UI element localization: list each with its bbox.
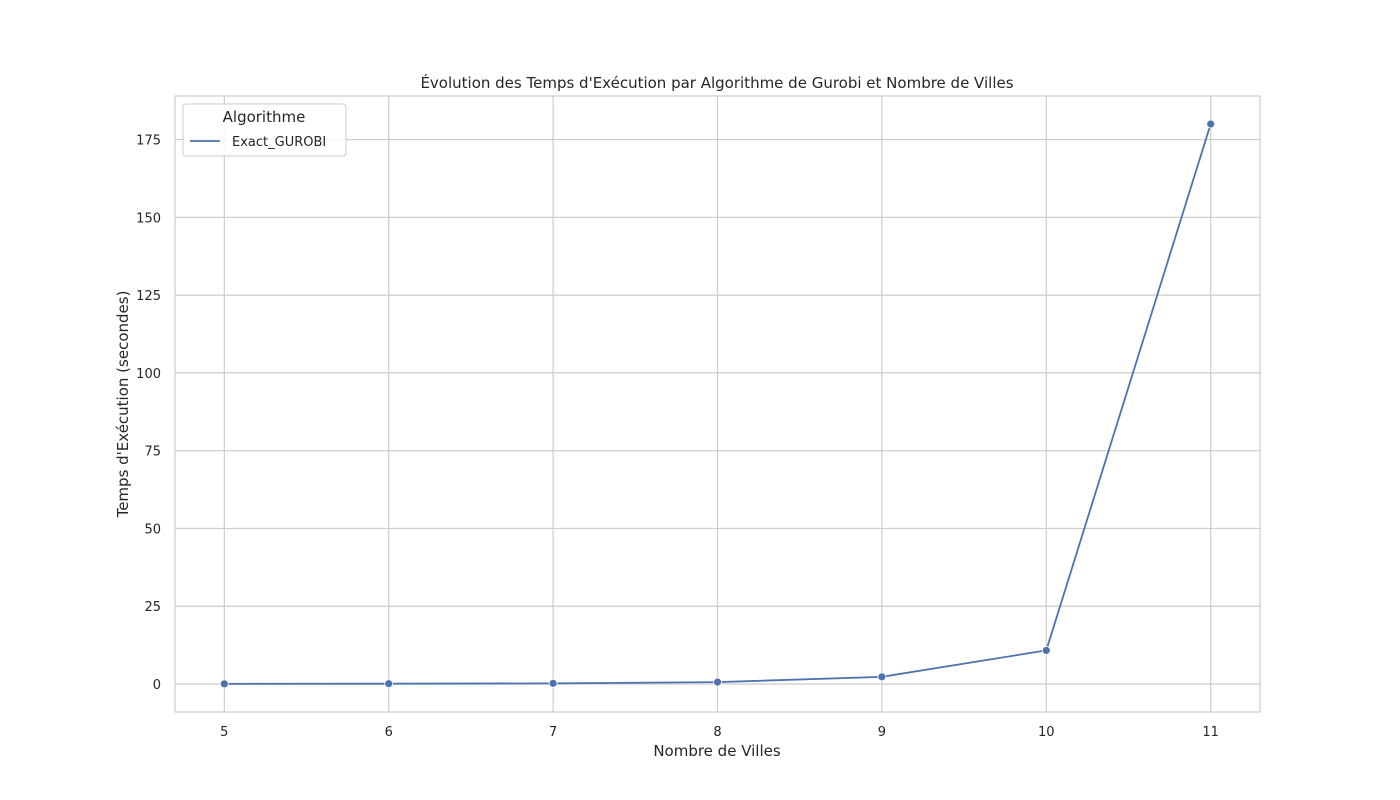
chart-title: Évolution des Temps d'Exécution par Algo… xyxy=(420,73,1013,92)
y-tick-label: 50 xyxy=(144,522,161,537)
legend-title: Algorithme xyxy=(223,108,306,126)
data-point xyxy=(877,672,887,682)
x-tick-label: 8 xyxy=(713,725,721,740)
data-point xyxy=(1206,119,1216,129)
y-tick-label: 125 xyxy=(136,289,161,304)
data-point xyxy=(384,679,394,689)
x-tick-label: 11 xyxy=(1202,725,1219,740)
y-tick-labels: 0 25 50 75 100 125 150 175 xyxy=(136,134,161,693)
y-gridlines xyxy=(175,138,1260,685)
x-tick-label: 9 xyxy=(878,725,886,740)
x-tick-label: 10 xyxy=(1038,725,1055,740)
data-point xyxy=(219,679,229,689)
y-tick-label: 0 xyxy=(153,678,161,693)
y-tick-label: 175 xyxy=(136,134,161,149)
x-tick-label: 5 xyxy=(220,725,228,740)
legend: Algorithme Exact_GUROBI xyxy=(182,103,347,157)
x-gridlines xyxy=(223,96,1212,712)
y-tick-label: 75 xyxy=(144,445,161,460)
x-tick-labels: 5 6 7 8 9 10 11 xyxy=(220,725,1219,740)
series-layer xyxy=(219,119,1216,689)
data-point xyxy=(1041,646,1051,655)
data-point xyxy=(713,677,722,687)
x-tick-label: 6 xyxy=(385,725,393,740)
y-tick-label: 150 xyxy=(136,211,161,226)
data-point xyxy=(548,678,558,688)
plot-frame xyxy=(174,95,1261,713)
y-tick-label: 100 xyxy=(136,367,161,382)
legend-box xyxy=(182,103,347,157)
y-axis-label: Temps d'Exécution (secondes) xyxy=(114,291,132,519)
legend-label-exact-gurobi: Exact_GUROBI xyxy=(232,135,326,150)
x-axis-label: Nombre de Villes xyxy=(653,742,781,760)
x-tick-label: 7 xyxy=(549,725,557,740)
y-tick-label: 25 xyxy=(144,600,161,615)
